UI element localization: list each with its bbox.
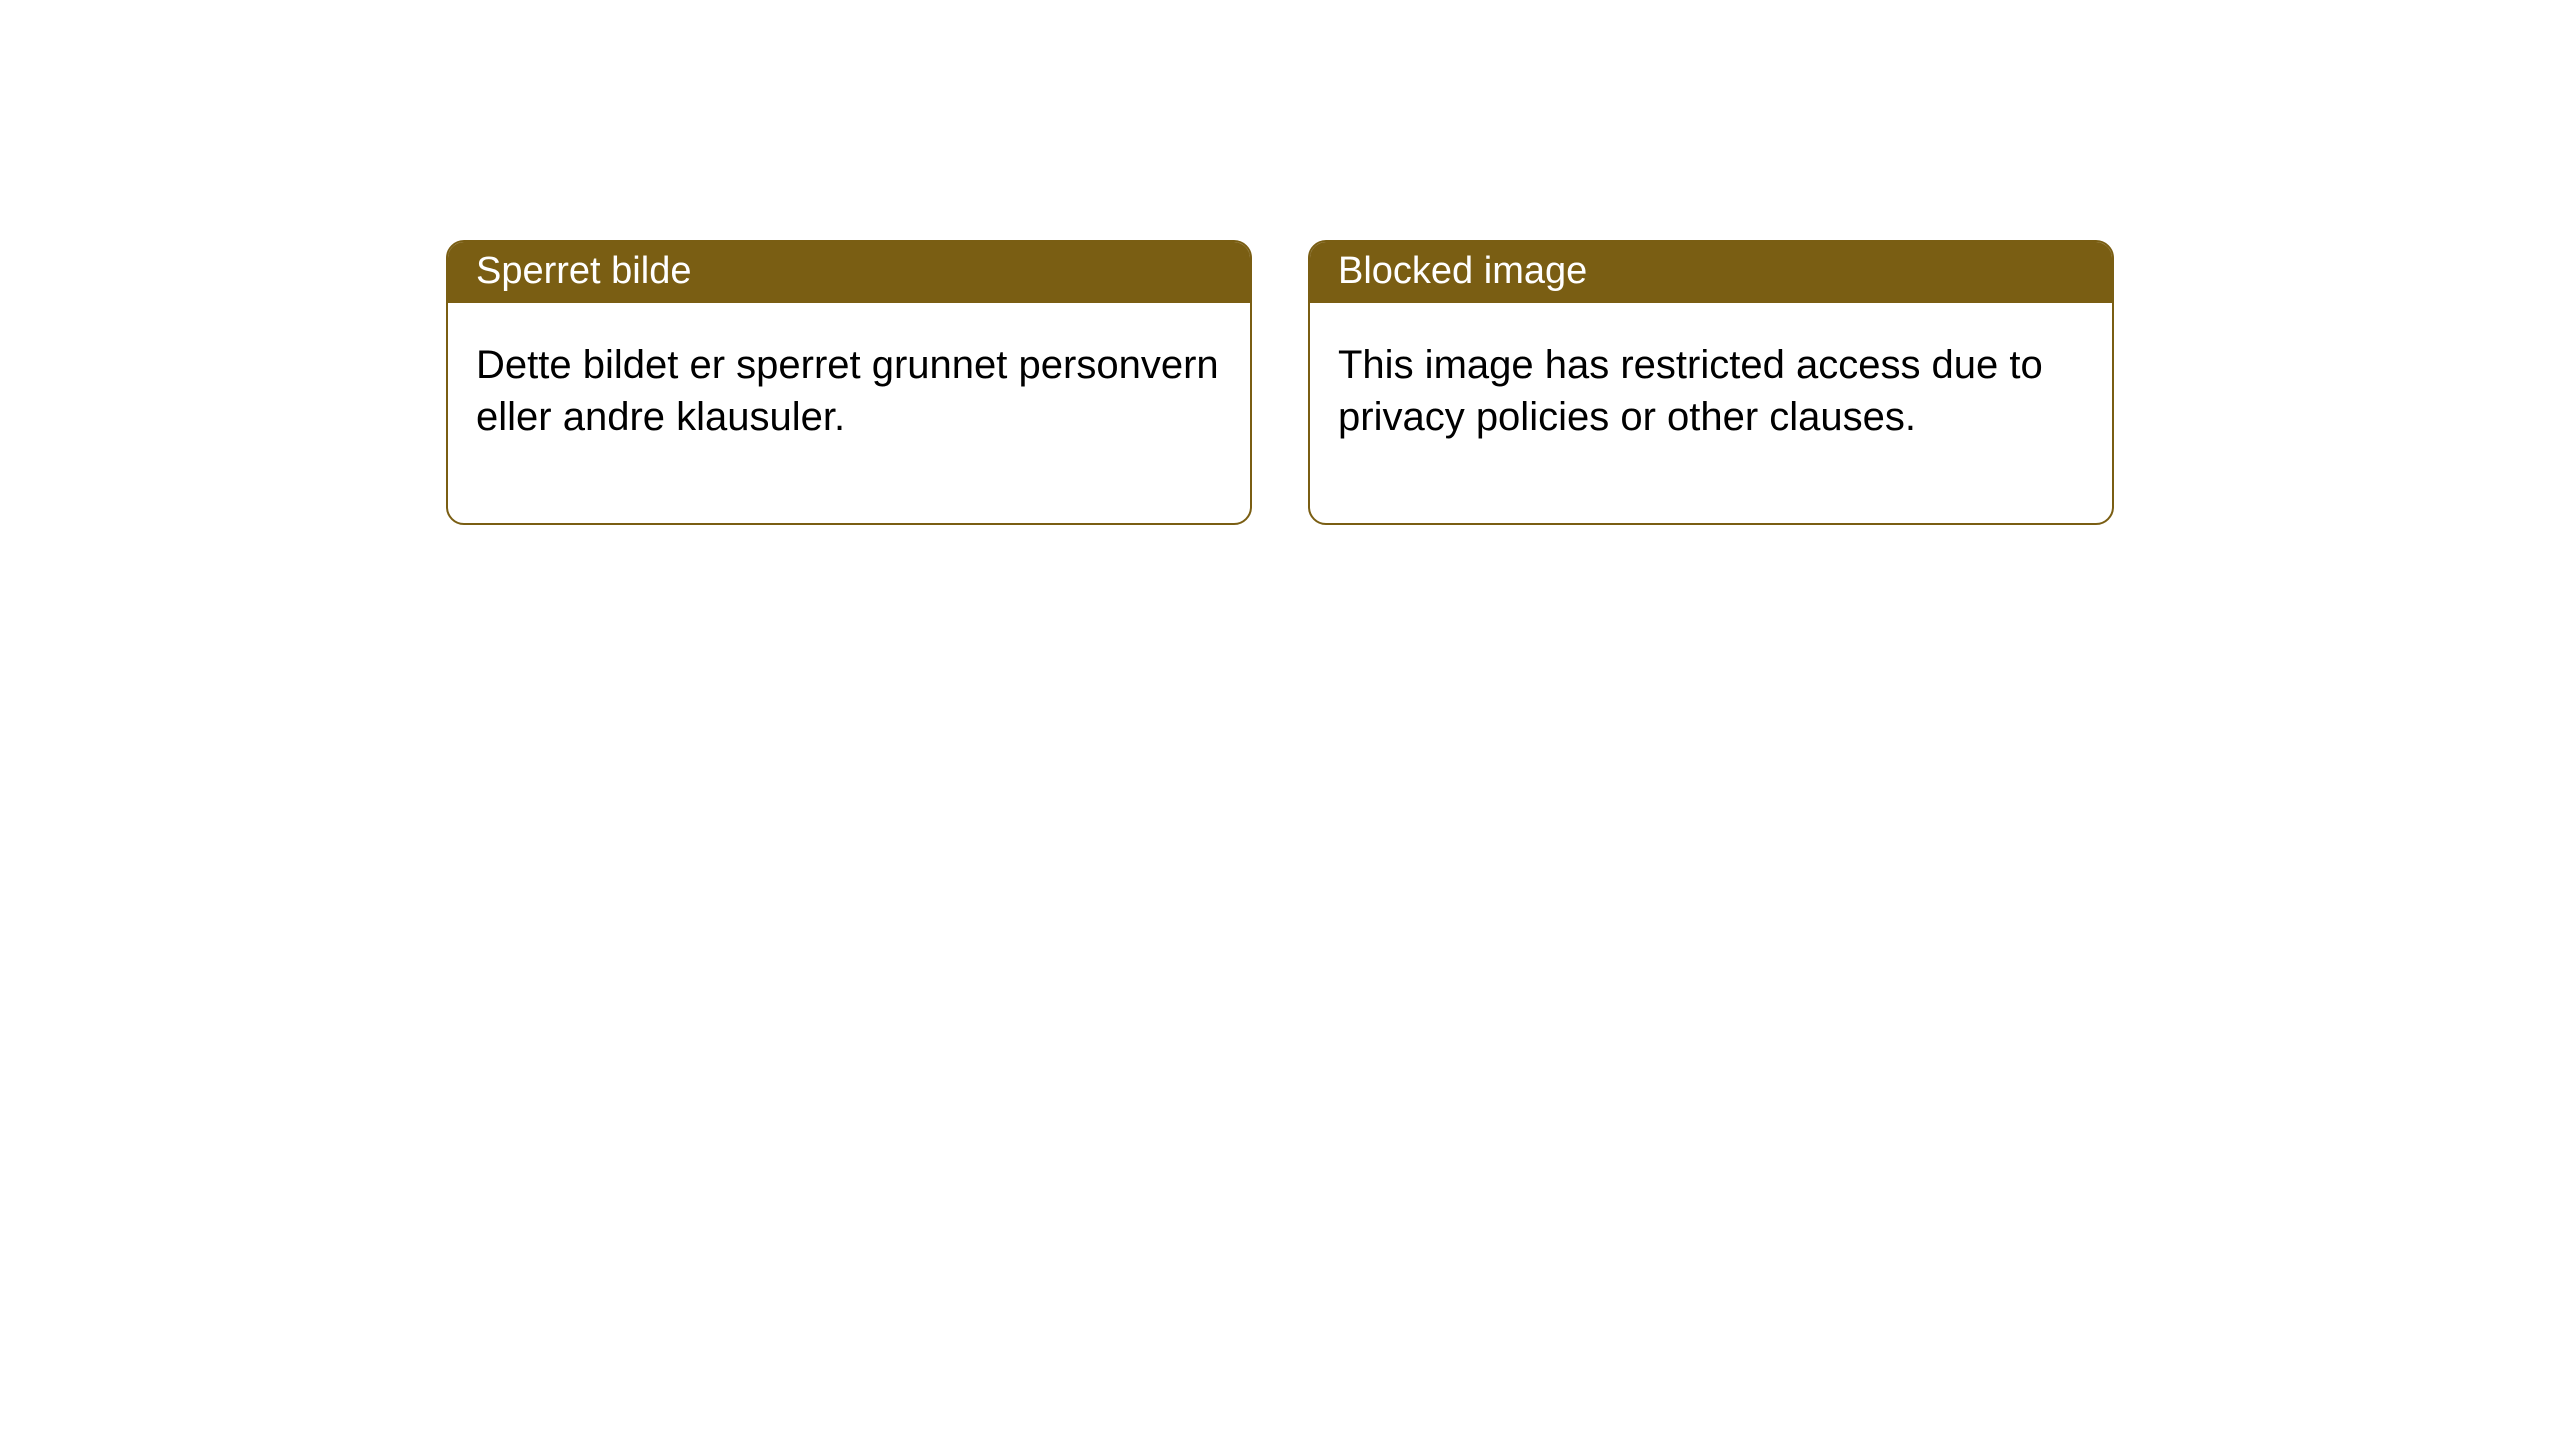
notice-card-english: Blocked image This image has restricted … [1308,240,2114,525]
notice-card-norwegian: Sperret bilde Dette bildet er sperret gr… [446,240,1252,525]
notice-card-title: Blocked image [1310,242,2112,303]
notice-card-body: Dette bildet er sperret grunnet personve… [448,303,1250,523]
notice-card-title: Sperret bilde [448,242,1250,303]
notice-card-body: This image has restricted access due to … [1310,303,2112,523]
notice-cards-container: Sperret bilde Dette bildet er sperret gr… [446,240,2114,525]
